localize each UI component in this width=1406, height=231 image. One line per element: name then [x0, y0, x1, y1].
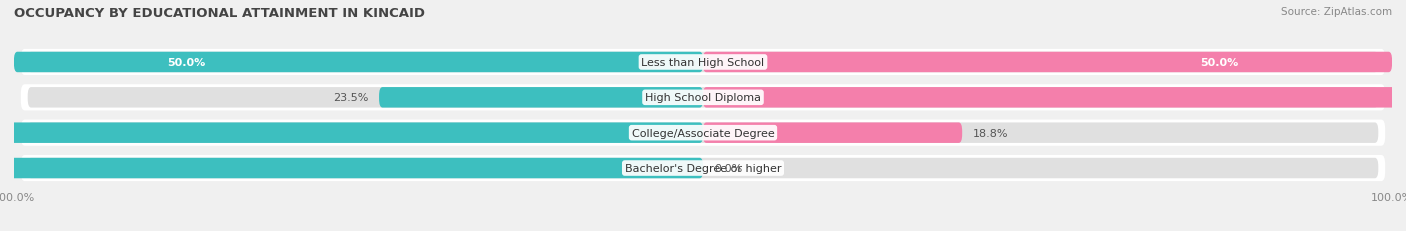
FancyBboxPatch shape	[703, 88, 1406, 108]
Text: 50.0%: 50.0%	[1201, 58, 1239, 68]
Text: Source: ZipAtlas.com: Source: ZipAtlas.com	[1281, 7, 1392, 17]
FancyBboxPatch shape	[14, 52, 703, 73]
Text: 0.0%: 0.0%	[714, 163, 742, 173]
FancyBboxPatch shape	[21, 50, 1385, 76]
FancyBboxPatch shape	[28, 52, 1378, 73]
Text: OCCUPANCY BY EDUCATIONAL ATTAINMENT IN KINCAID: OCCUPANCY BY EDUCATIONAL ATTAINMENT IN K…	[14, 7, 425, 20]
FancyBboxPatch shape	[21, 85, 1385, 111]
FancyBboxPatch shape	[703, 52, 1392, 73]
FancyBboxPatch shape	[28, 88, 1378, 108]
Text: High School Diploma: High School Diploma	[645, 93, 761, 103]
FancyBboxPatch shape	[21, 155, 1385, 181]
FancyBboxPatch shape	[28, 123, 1378, 143]
Text: 23.5%: 23.5%	[333, 93, 368, 103]
FancyBboxPatch shape	[21, 120, 1385, 146]
FancyBboxPatch shape	[0, 123, 703, 143]
FancyBboxPatch shape	[380, 88, 703, 108]
FancyBboxPatch shape	[28, 158, 1378, 179]
Text: 50.0%: 50.0%	[167, 58, 205, 68]
Text: College/Associate Degree: College/Associate Degree	[631, 128, 775, 138]
Text: 18.8%: 18.8%	[973, 128, 1008, 138]
Text: Bachelor's Degree or higher: Bachelor's Degree or higher	[624, 163, 782, 173]
FancyBboxPatch shape	[0, 158, 703, 179]
FancyBboxPatch shape	[703, 123, 962, 143]
Text: Less than High School: Less than High School	[641, 58, 765, 68]
